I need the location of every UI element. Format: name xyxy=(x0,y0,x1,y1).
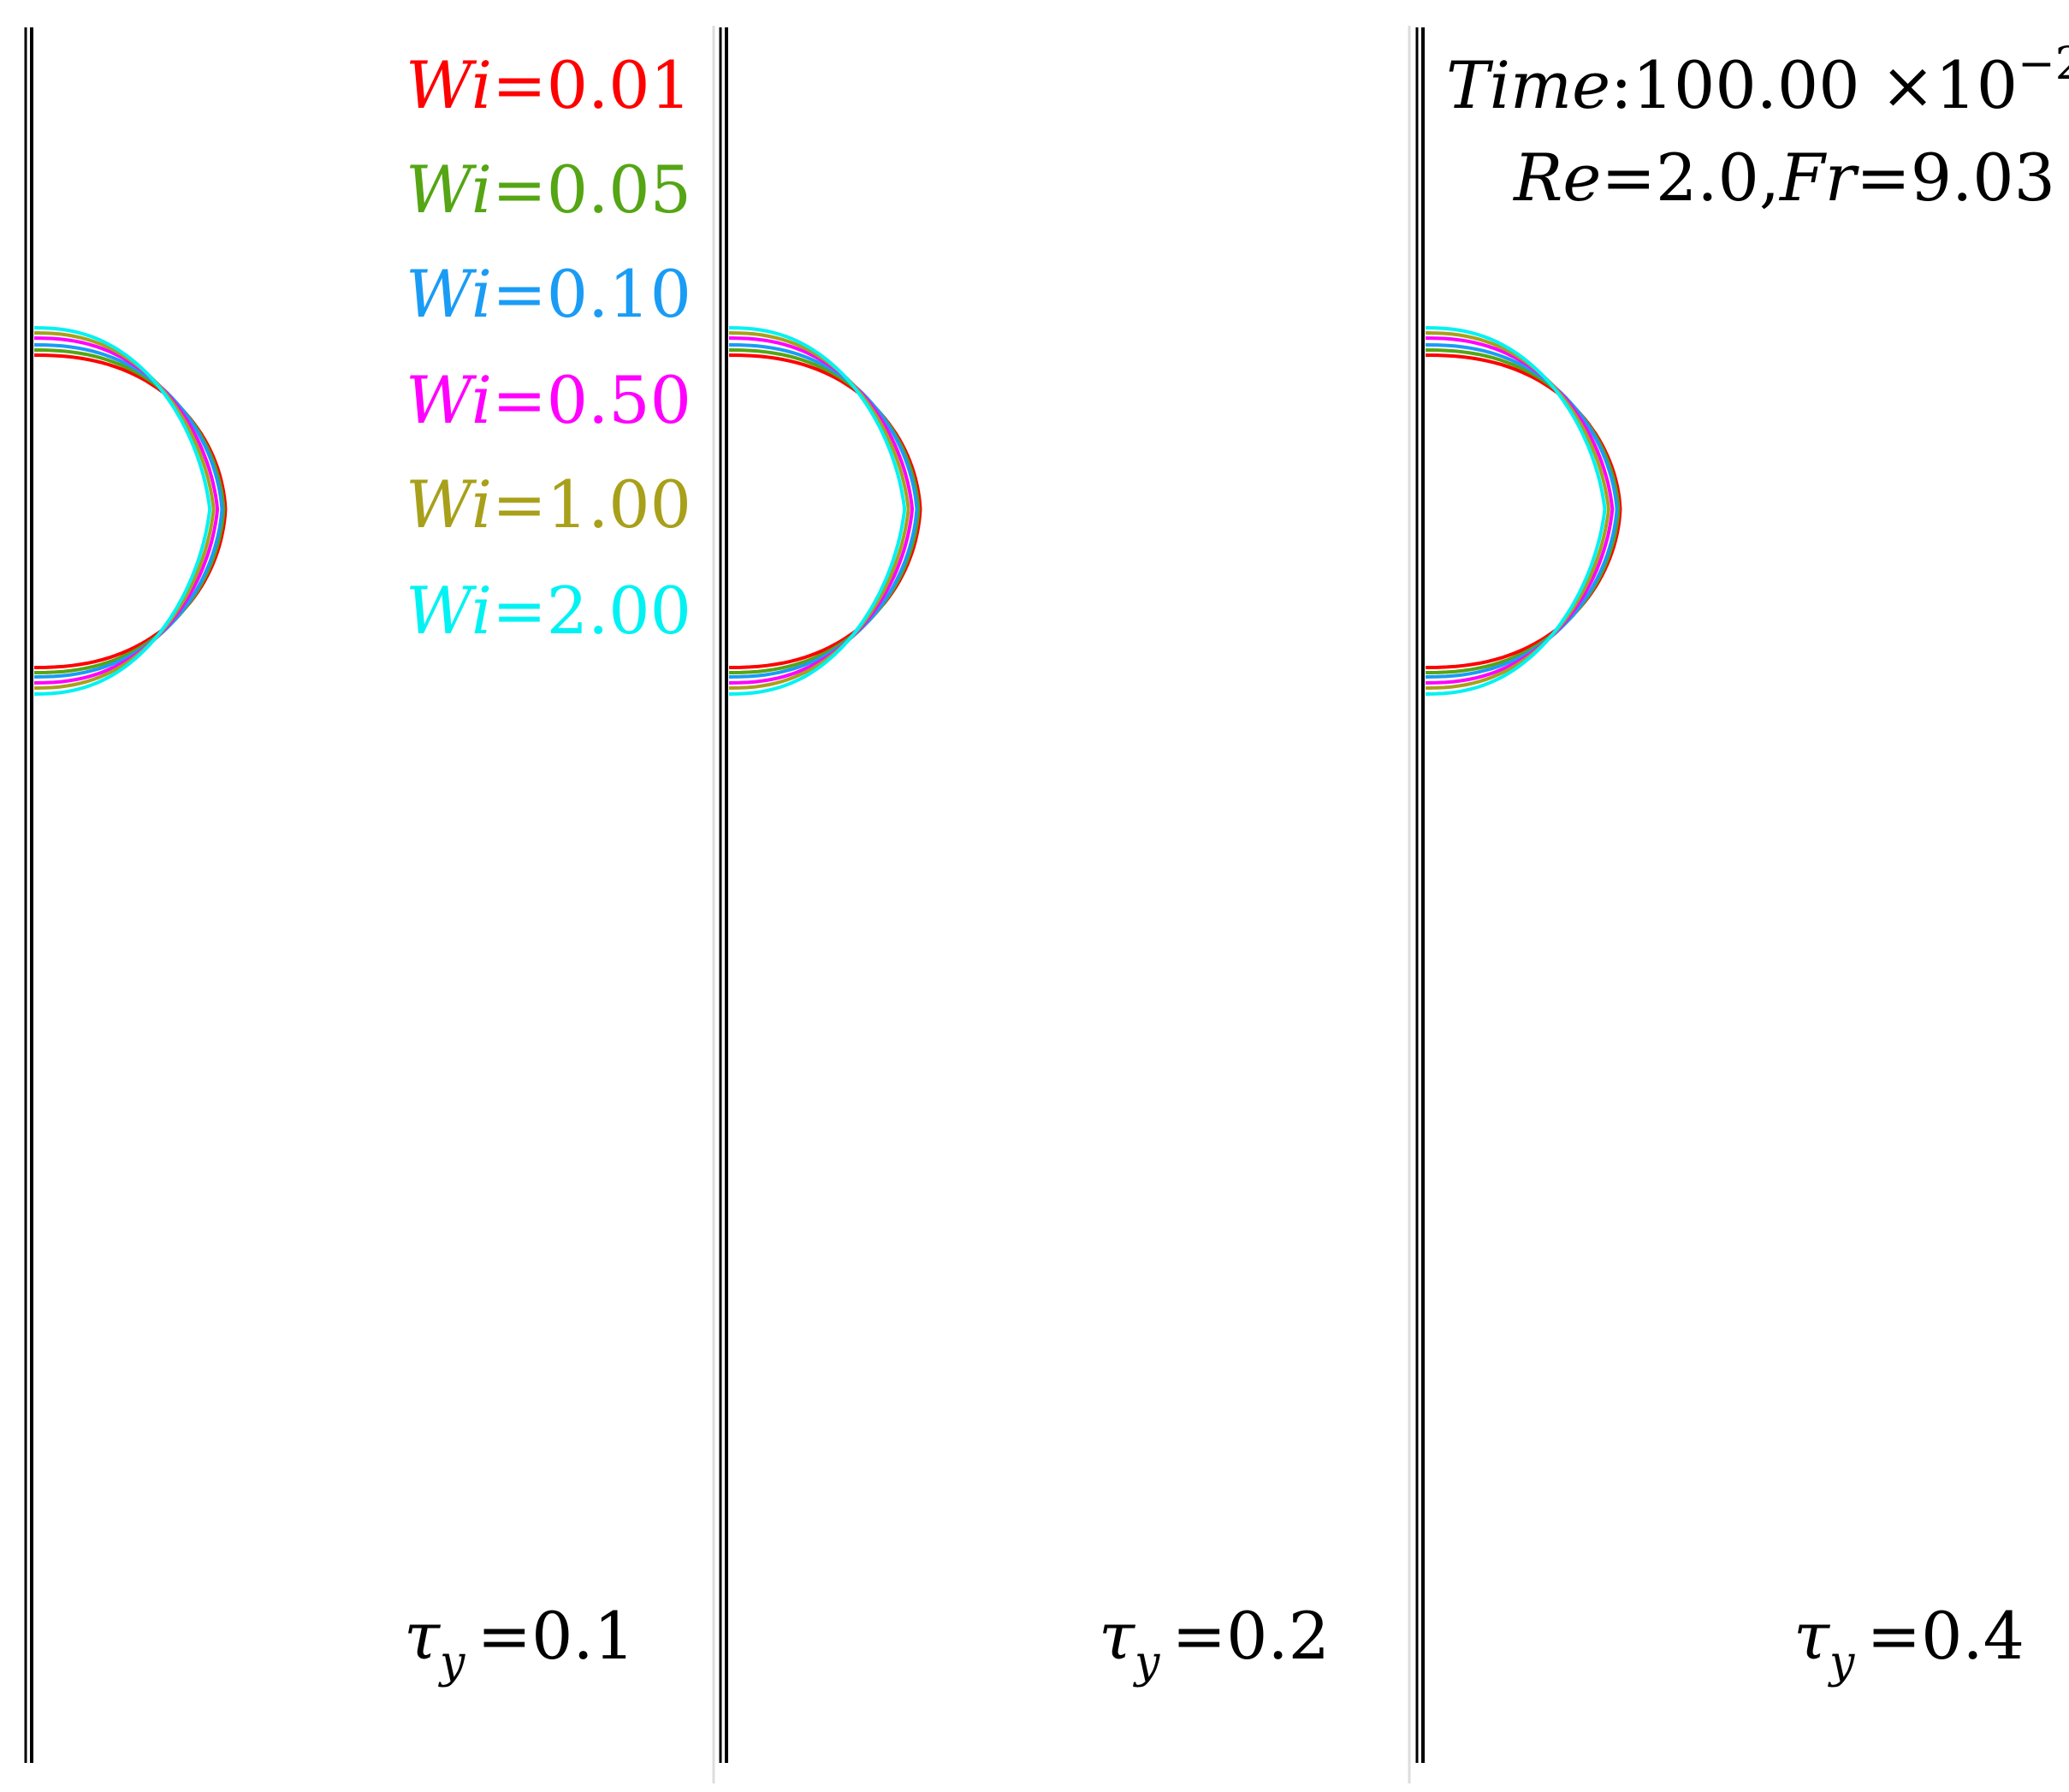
re-fr-readout: Re=2.0,Fr=9.03 xyxy=(1512,139,2055,216)
time-readout: Time:100.00 ×10−2 xyxy=(1446,39,2069,123)
panel-label-tau: τy =0.2 xyxy=(1099,1598,1330,1688)
bubble-contour-wi-0.10 xyxy=(728,343,919,679)
bubble-contour-wi-0.10 xyxy=(33,343,224,679)
simulation-info: Time:100.00 ×10−2 Re=2.0,Fr=9.03 xyxy=(1446,39,2069,216)
bubble-contour-wi-0.01 xyxy=(728,353,922,669)
bubble-contour-wi-0.01 xyxy=(33,353,228,669)
bubble-contour-wi-0.10 xyxy=(1425,343,1619,679)
bubble-contour-wi-0.05 xyxy=(33,348,226,674)
legend-entry: Wi=0.10 xyxy=(406,256,691,332)
axis-line-panel-3 xyxy=(1415,27,1425,1763)
legend-entry: Wi=2.00 xyxy=(406,573,691,649)
axis-line-panel-2 xyxy=(719,27,728,1763)
panel-label-tau: τy =0.1 xyxy=(404,1598,635,1688)
bubble-contour-wi-0.50 xyxy=(728,336,915,685)
legend-entry: Wi=0.50 xyxy=(406,362,691,438)
bubble-contours-panel-2 xyxy=(728,326,922,696)
bubble-contours-panel-1 xyxy=(33,326,228,696)
legend-entry: Wi=0.01 xyxy=(406,47,691,123)
bubble-contour-wi-2.00 xyxy=(1425,326,1607,696)
bubble-contour-wi-1.00 xyxy=(33,331,216,690)
legend-entry: Wi=0.05 xyxy=(406,151,691,228)
bubble-contour-wi-2.00 xyxy=(728,326,907,696)
bubble-contours-panel-3 xyxy=(1425,326,1622,696)
panel-label-tau: τy =0.4 xyxy=(1793,1598,2025,1688)
bubble-contour-wi-0.05 xyxy=(728,348,921,674)
axis-line-panel-1 xyxy=(24,27,33,1763)
bubble-contour-wi-2.00 xyxy=(33,326,212,696)
bubble-contour-wi-0.01 xyxy=(1425,353,1622,669)
legend-entry: Wi=1.00 xyxy=(406,466,691,543)
bubble-contour-wi-1.00 xyxy=(728,331,910,690)
bubble-contour-wi-0.05 xyxy=(1425,348,1621,674)
bubble-contour-wi-1.00 xyxy=(1425,331,1611,690)
bubble-contour-wi-0.50 xyxy=(1425,336,1615,685)
bubble-contour-wi-0.50 xyxy=(33,336,220,685)
legend: Wi=0.01 Wi=0.05 Wi=0.10 Wi=0.50 Wi=1.00 … xyxy=(406,47,691,649)
